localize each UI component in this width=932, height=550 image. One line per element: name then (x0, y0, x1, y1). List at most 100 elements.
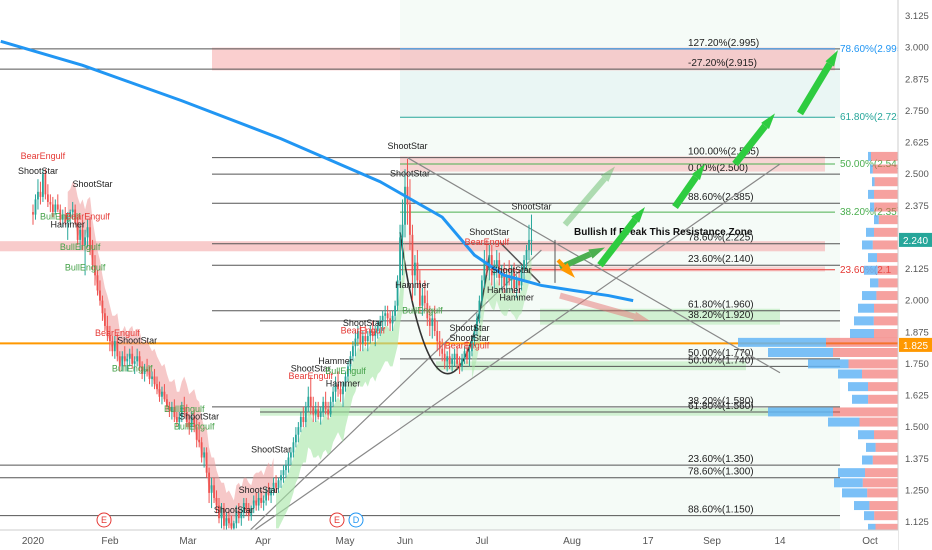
candle-body (478, 300, 481, 319)
support-zone-1740 (436, 361, 746, 371)
candle-body (451, 358, 454, 364)
candle-body (175, 417, 178, 423)
arrow-head (761, 113, 775, 130)
candle-body (476, 318, 478, 331)
arrow-shaft (559, 292, 636, 320)
pattern-label: BearEngulf (341, 326, 386, 336)
band-layer (67, 181, 532, 529)
time-tick: Mar (179, 536, 197, 547)
volume-bar-up (874, 215, 879, 225)
candle-body (299, 417, 302, 428)
candle-body (128, 353, 131, 359)
candle-body (56, 204, 59, 210)
pattern-label: ShootStar (343, 318, 383, 328)
candle-body (319, 411, 322, 418)
candle-body (111, 341, 114, 352)
candle-body (530, 239, 533, 241)
candle-body (220, 508, 223, 519)
volume-bar-up (866, 227, 874, 237)
volume-bar-down (833, 347, 898, 357)
volume-profile-layer (738, 151, 898, 533)
volume-bar-down (826, 337, 898, 347)
volume-bar-down (875, 523, 898, 533)
pattern-label: ShootStar (214, 505, 254, 515)
candle-body (364, 336, 367, 342)
volume-bar-up (866, 442, 876, 452)
candle-body (272, 482, 275, 491)
candle-body (230, 523, 233, 529)
candle-body (404, 186, 406, 225)
arrow-head (825, 50, 838, 67)
candle-body (188, 422, 191, 428)
time-tick: Sep (703, 536, 721, 547)
candle-body (312, 406, 315, 415)
candle-body (307, 396, 310, 407)
candle-body (495, 260, 498, 268)
candle-body (193, 417, 196, 428)
volume-bar-down (859, 417, 898, 427)
candle-body (356, 330, 359, 339)
candle-body (423, 295, 426, 304)
candle-body (168, 406, 171, 412)
candle-body (131, 353, 134, 364)
orange-price-label: 1.825 (903, 341, 928, 352)
candle-body (208, 472, 210, 493)
candle-body (84, 237, 86, 245)
candle-body (247, 510, 250, 516)
candle-body (232, 523, 235, 529)
candle-body (260, 497, 263, 504)
candle-body (51, 204, 54, 213)
candle-body (158, 389, 161, 397)
volume-bar-up (854, 316, 874, 326)
volume-bar-up (852, 394, 869, 404)
volume-bar-down (869, 501, 898, 511)
time-tick: 14 (774, 536, 786, 547)
volume-bar-up (864, 511, 875, 521)
volume-bar-down (878, 278, 898, 288)
orange-price-badge (899, 337, 932, 352)
pattern-label: ShootStar (117, 336, 157, 346)
candle-body (143, 368, 146, 374)
candle-body (228, 518, 230, 524)
pattern-label: ShootStar (179, 412, 219, 422)
pattern-label: ShootStar (449, 333, 489, 343)
pattern-label: ShootStar (291, 363, 331, 373)
time-tick: May (336, 536, 355, 547)
candle-body (148, 371, 151, 380)
candle-body (443, 353, 446, 362)
candle-body (416, 262, 419, 281)
price-axis-layer: 3.1253.0002.8752.7502.6252.5002.3752.250… (897, 0, 932, 550)
candle-body (76, 222, 79, 240)
volume-bar-up (738, 337, 826, 347)
candle-body (317, 409, 320, 418)
pattern-label: ShootStar (511, 202, 551, 212)
pattern-label: Hammer (318, 356, 353, 366)
candle-body (523, 260, 525, 271)
candle-body (89, 227, 91, 251)
candle-body (396, 280, 399, 306)
candle-body (366, 336, 369, 342)
current-price-label: 2.240 (903, 236, 928, 247)
event-marker-label: E (334, 515, 340, 525)
candle-body (136, 356, 139, 362)
time-tick: Aug (563, 536, 581, 547)
candle-body (161, 391, 163, 397)
candle-body (267, 492, 270, 496)
volume-bar-up (868, 189, 874, 199)
candle-body (213, 485, 215, 498)
pattern-label: Hammer (487, 285, 522, 295)
pattern-label: ShootStar (251, 444, 291, 454)
candle-body (438, 341, 441, 349)
candle-body (262, 500, 265, 504)
candle-body (471, 341, 473, 352)
candle-body (520, 270, 523, 286)
candle-body (133, 361, 136, 364)
arrow-head (691, 164, 705, 180)
fib-label: 38.20%(1.920) (688, 310, 754, 321)
candle-body (205, 452, 208, 473)
candle-body (399, 237, 401, 281)
candle-body (285, 465, 287, 471)
candle-body (69, 212, 72, 218)
candle-body (203, 452, 206, 458)
